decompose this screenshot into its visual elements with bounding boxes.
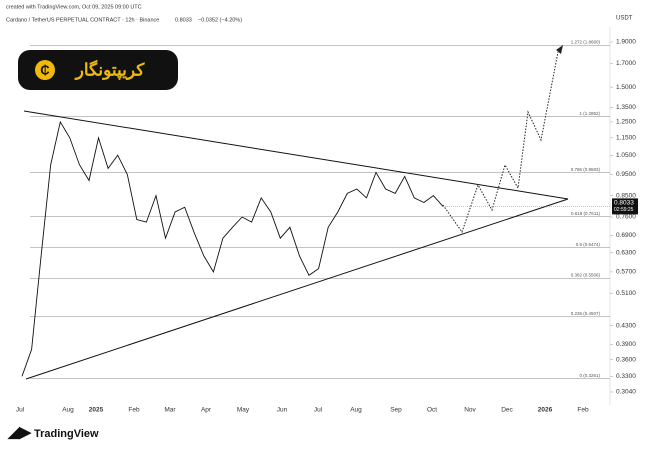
fib-label: 1 (1.2852) [579, 111, 600, 116]
x-tick-label: Nov [464, 407, 476, 414]
x-tick-label: Feb [128, 407, 140, 414]
y-tick-label: 1.1500 [616, 135, 636, 142]
fib-label: 0.5 (0.6474) [576, 242, 601, 247]
x-tick-label: 2026 [538, 407, 553, 414]
unit-label: USDT [616, 16, 633, 22]
y-tick-label: 0.6900 [616, 232, 636, 239]
last-price-box [612, 198, 638, 215]
x-tick-label: Feb [577, 407, 589, 414]
plot: 1.9000 1.7000 1.5000 1.3500 1.2500 1.1500 1.05… [16, 27, 636, 414]
fib-label: 0.786 (0.9583) [571, 167, 601, 172]
header-change: −0.0352 (−4.20%) [198, 17, 242, 23]
y-tick-label: 0.3600 [616, 356, 636, 363]
brand-name: TradingView [34, 428, 99, 440]
projection-arrow [556, 45, 563, 54]
y-tick-label: 1.7000 [616, 60, 636, 67]
brand-icon: ◢▶ [7, 424, 33, 441]
chart-title: Cardano / TetherUS PERPETUAL CONTRACT · … [6, 17, 159, 23]
x-tick-label: Apr [201, 407, 212, 414]
y-tick-label: 1.0500 [616, 152, 636, 159]
x-tick-label: Mar [164, 407, 176, 414]
header-price: 0.8033 [175, 17, 192, 23]
fib-label: 0.618 (0.7611) [571, 211, 600, 216]
created-note: created with TradingView.com, Oct 09, 20… [6, 4, 142, 10]
y-tick-label: 0.3900 [616, 341, 636, 348]
triangle-lower [25, 198, 569, 380]
y-tick-label: 0.9500 [616, 171, 636, 178]
fib-label: 1.272 (1.8660) [571, 40, 601, 45]
y-tick-label: 0.3040 [616, 389, 636, 396]
x-tick-label: May [237, 407, 250, 414]
x-tick-label: Dec [501, 407, 513, 414]
y-tick-label: 1.9000 [616, 39, 636, 46]
y-tick-label: 0.4300 [616, 322, 636, 329]
x-tick-label: Jul [314, 407, 323, 414]
x-tick-label: Jun [277, 407, 288, 414]
y-tick-label: 1.2500 [616, 119, 636, 126]
x-tick-label: Oct [427, 407, 437, 414]
triangle-upper [23, 110, 569, 200]
y-tick-label: 0.3300 [616, 373, 636, 380]
x-tick-label: Aug [62, 407, 74, 414]
price-line [21, 120, 444, 377]
y-tick-label: 0.7600 [616, 214, 636, 221]
fib-label: 0.382 (0.5506) [571, 273, 601, 278]
last-price-label: 0.8033 [614, 200, 634, 207]
y-tick-label: 0.8500 [616, 192, 636, 199]
y-tick-label: 0.5700 [616, 269, 636, 276]
logo-symbol: ₵ [40, 62, 50, 77]
y-tick-label: 0.6300 [616, 250, 636, 257]
logo-text: کریپتونگار [74, 59, 146, 80]
y-tick-label: 1.3500 [616, 104, 636, 111]
y-tick-label: 0.5100 [616, 290, 636, 297]
x-tick-label: Jul [16, 407, 25, 414]
fib-label: 0 (0.3261) [579, 373, 600, 378]
x-tick-label: 2025 [89, 407, 104, 414]
logo-box [18, 50, 178, 90]
countdown-label: 02:59:25 [614, 207, 634, 213]
x-tick-label: Aug [350, 407, 362, 414]
logo-coin [35, 60, 55, 80]
fib-label: 0.236 (0.4507) [571, 311, 601, 316]
x-tick-label: Sep [390, 407, 402, 414]
y-tick-label: 1.5000 [616, 84, 636, 91]
